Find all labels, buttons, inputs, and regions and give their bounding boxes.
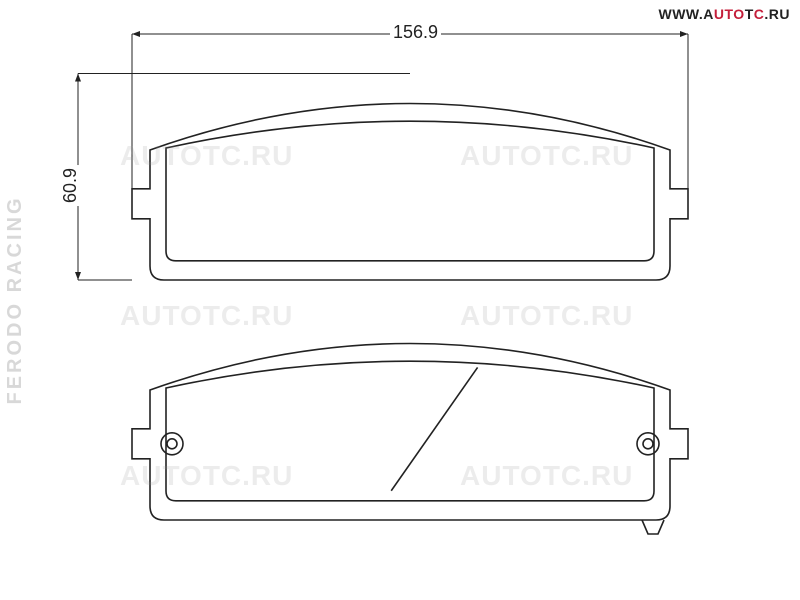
brake-pad-bottom [132,344,688,535]
brake-pad-top [132,104,688,281]
dimension-lines [78,34,688,280]
height-dimension-label: 60.9 [60,165,81,206]
width-dimension-label: 156.9 [390,22,441,43]
technical-drawing [0,0,800,600]
